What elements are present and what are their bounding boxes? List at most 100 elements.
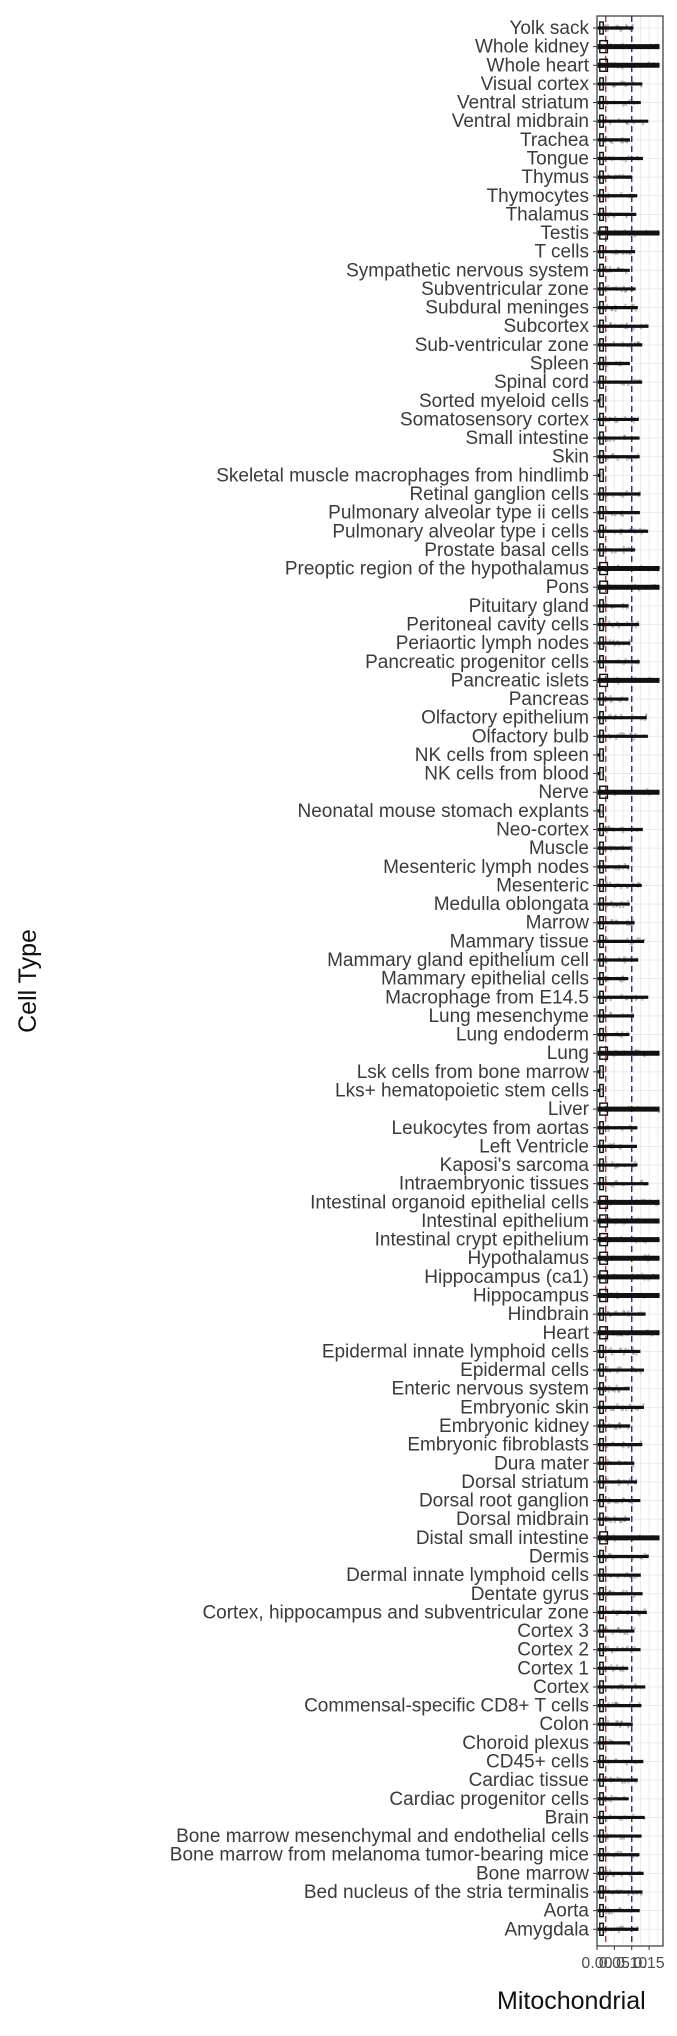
- reference-lines: [604, 16, 633, 1946]
- x-tick-label: 0.05: [599, 1955, 630, 1972]
- outlier-point: [609, 713, 612, 717]
- outlier-point: [614, 1701, 618, 1705]
- category-label: Aorta: [544, 1901, 590, 1922]
- x-tick-label: 0.15: [634, 1955, 665, 1972]
- outlier-point: [630, 625, 634, 629]
- box-visual-cortex: [597, 77, 643, 91]
- box-pancreatic-islets: [597, 673, 660, 688]
- outlier-point: [608, 881, 612, 885]
- box-liver: [597, 1102, 661, 1116]
- outlier-point: [626, 899, 630, 903]
- outlier-point: [624, 658, 627, 661]
- outlier-point: [616, 1850, 620, 1854]
- outlier-point: [618, 1421, 621, 1425]
- outlier-point: [611, 1632, 615, 1635]
- outlier-point: [631, 23, 635, 27]
- outlier-point: [604, 1837, 608, 1840]
- outlier-point: [622, 1837, 626, 1840]
- box-thymocytes: [597, 189, 638, 203]
- outlier-point: [625, 1763, 629, 1766]
- iqr-box: [599, 1698, 604, 1713]
- outlier-point: [606, 1645, 610, 1649]
- outlier-point: [633, 1160, 637, 1164]
- outlier-point: [630, 1558, 634, 1561]
- outlier-point: [622, 545, 626, 549]
- outlier-point: [604, 1571, 608, 1575]
- category-label: Marrow: [526, 913, 590, 934]
- iqr-box: [599, 897, 604, 911]
- box-preoptic-region-of-the-hypothalamus: [597, 561, 661, 576]
- outlier-point: [611, 919, 614, 922]
- outlier-point: [623, 434, 626, 438]
- category-label: Distal small intestine: [416, 1528, 589, 1549]
- category-label: Lung mesenchyme: [428, 1006, 589, 1027]
- outlier-point: [636, 1408, 640, 1411]
- outlier-point: [616, 1403, 619, 1406]
- category-label: Cortex 2: [517, 1640, 589, 1661]
- box-lung: [597, 1046, 660, 1060]
- outlier-point: [625, 1408, 628, 1412]
- category-label: Pancreas: [509, 689, 589, 710]
- category-label: Epidermal cells: [460, 1360, 589, 1381]
- category-label: Bone marrow: [476, 1863, 589, 1884]
- box-skin: [597, 450, 640, 464]
- iqr-box: [599, 1885, 604, 1899]
- outlier-point: [606, 1477, 609, 1481]
- iqr-box: [599, 1568, 604, 1582]
- category-label: NK cells from blood: [424, 764, 589, 785]
- outlier-point: [631, 303, 634, 307]
- category-label: Subventricular zone: [421, 279, 589, 300]
- iqr-box: [599, 450, 604, 464]
- outlier-point: [629, 1129, 633, 1132]
- iqr-box: [599, 1102, 609, 1116]
- iqr-box: [599, 1512, 604, 1526]
- iqr-box: [599, 487, 604, 501]
- category-label: Hippocampus (ca1): [424, 1267, 589, 1288]
- box-sorted-myeloid-cells: [597, 394, 605, 408]
- outlier-point: [621, 1781, 624, 1784]
- box-lks-hematopoietic-stem-cells: [597, 1083, 605, 1098]
- outlier-point: [626, 1645, 629, 1649]
- iqr-box: [599, 1382, 604, 1396]
- iqr-box: [599, 822, 604, 837]
- outlier-point: [621, 140, 625, 144]
- category-label: Left Ventricle: [479, 1136, 589, 1157]
- outlier-point: [630, 924, 634, 927]
- box-sub-ventricular-zone: [597, 338, 643, 352]
- outlier-point: [605, 458, 608, 461]
- box-nerve: [597, 785, 660, 799]
- box-bed-nucleus-of-the-stria-terminalis: [597, 1885, 643, 1899]
- outlier-point: [612, 1184, 615, 1188]
- outlier-point: [610, 1651, 614, 1654]
- outlier-point: [621, 1496, 625, 1500]
- box-prostate-basal-cells: [597, 543, 636, 557]
- category-label: Sorted myeloid cells: [419, 391, 589, 412]
- category-label: Mesenteric: [496, 875, 589, 896]
- outlier-point: [610, 918, 613, 922]
- iqr-box: [599, 1531, 609, 1545]
- outlier-point: [619, 1925, 623, 1929]
- outlier-point: [616, 1627, 620, 1630]
- outlier-point: [627, 1893, 630, 1897]
- outlier-point: [608, 122, 612, 125]
- box-epidermal-innate-lymphoid-cells: [597, 1344, 641, 1359]
- category-label: Mammary gland epithelium cell: [327, 950, 589, 971]
- category-label: NK cells from spleen: [415, 745, 589, 766]
- box-distal-small-intestine: [597, 1531, 660, 1545]
- category-label: Intestinal organoid epithelial cells: [310, 1192, 589, 1213]
- category-label: Amygdala: [505, 1919, 590, 1940]
- iqr-box: [599, 543, 604, 557]
- box-subdural-meninges: [597, 300, 639, 315]
- outlier-point: [620, 1408, 624, 1412]
- iqr-box: [599, 860, 604, 874]
- category-label: Pituitary gland: [469, 596, 589, 617]
- outlier-point: [616, 458, 620, 461]
- category-label: Lung: [547, 1043, 589, 1064]
- outlier-point: [624, 1515, 627, 1518]
- outlier-point: [629, 942, 633, 946]
- box-intestinal-organoid-epithelial-cells: [597, 1195, 661, 1210]
- box-mesenteric: [597, 878, 642, 893]
- box-testis: [597, 226, 660, 240]
- box-pancreatic-progenitor-cells: [597, 655, 640, 669]
